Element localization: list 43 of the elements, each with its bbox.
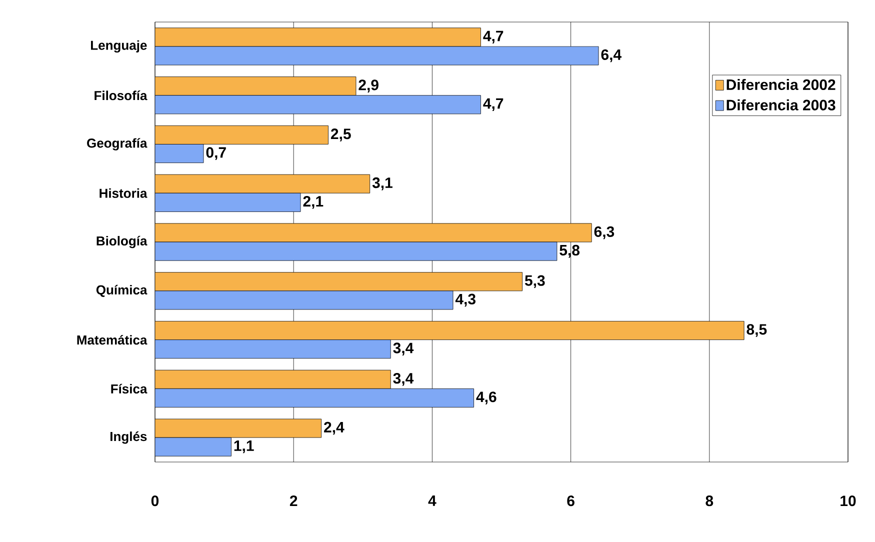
- bar: [155, 321, 744, 340]
- data-label: 3,1: [372, 177, 392, 190]
- y-tick-label: Química: [96, 284, 148, 297]
- data-label: 4,7: [483, 98, 504, 111]
- y-tick-label: Matemática: [77, 334, 148, 345]
- data-label: 3,4: [393, 372, 414, 386]
- y-tick-label: Lenguaje: [91, 40, 147, 53]
- data-label: 6,3: [594, 226, 614, 240]
- x-tick-label: 0: [151, 496, 159, 506]
- y-tick-label: Inglés: [110, 431, 147, 444]
- data-label: 2,9: [358, 80, 378, 92]
- data-label: 4,3: [455, 294, 476, 307]
- bar: [155, 370, 391, 389]
- data-label: 0,7: [206, 147, 226, 160]
- data-label: 2,4: [324, 422, 344, 435]
- bar: [155, 272, 522, 292]
- legend-label: Diferencia 2002: [726, 79, 836, 90]
- x-tick-label: 10: [840, 496, 856, 506]
- data-label: 2,5: [330, 128, 351, 142]
- y-tick-label: Historia: [100, 188, 148, 198]
- x-tick-label: 6: [567, 496, 574, 506]
- data-label: 4,6: [476, 392, 496, 404]
- bar: [155, 223, 592, 242]
- bar: [155, 28, 481, 47]
- data-label: 6,4: [601, 49, 622, 62]
- y-tick-label: Geografía: [87, 138, 148, 150]
- x-tick-label: 4: [428, 496, 436, 506]
- bar: [155, 418, 322, 438]
- y-tick-label: Filosofía: [94, 90, 148, 100]
- bar: [155, 174, 370, 194]
- bar: [155, 125, 328, 144]
- bar: [155, 76, 356, 96]
- data-label: 3,4: [393, 342, 414, 356]
- data-label: 4,7: [483, 30, 504, 44]
- data-label: 5,3: [524, 275, 545, 288]
- y-tick-label: Biología: [96, 236, 148, 248]
- data-label: 1,1: [234, 440, 254, 454]
- x-tick-label: 8: [706, 496, 714, 506]
- x-tick-label: 2: [290, 496, 298, 506]
- y-tick-label: Física: [111, 384, 148, 394]
- data-label: 8,5: [746, 324, 767, 337]
- legend-label: Diferencia 2003: [726, 99, 836, 110]
- data-label: 2,1: [303, 196, 324, 209]
